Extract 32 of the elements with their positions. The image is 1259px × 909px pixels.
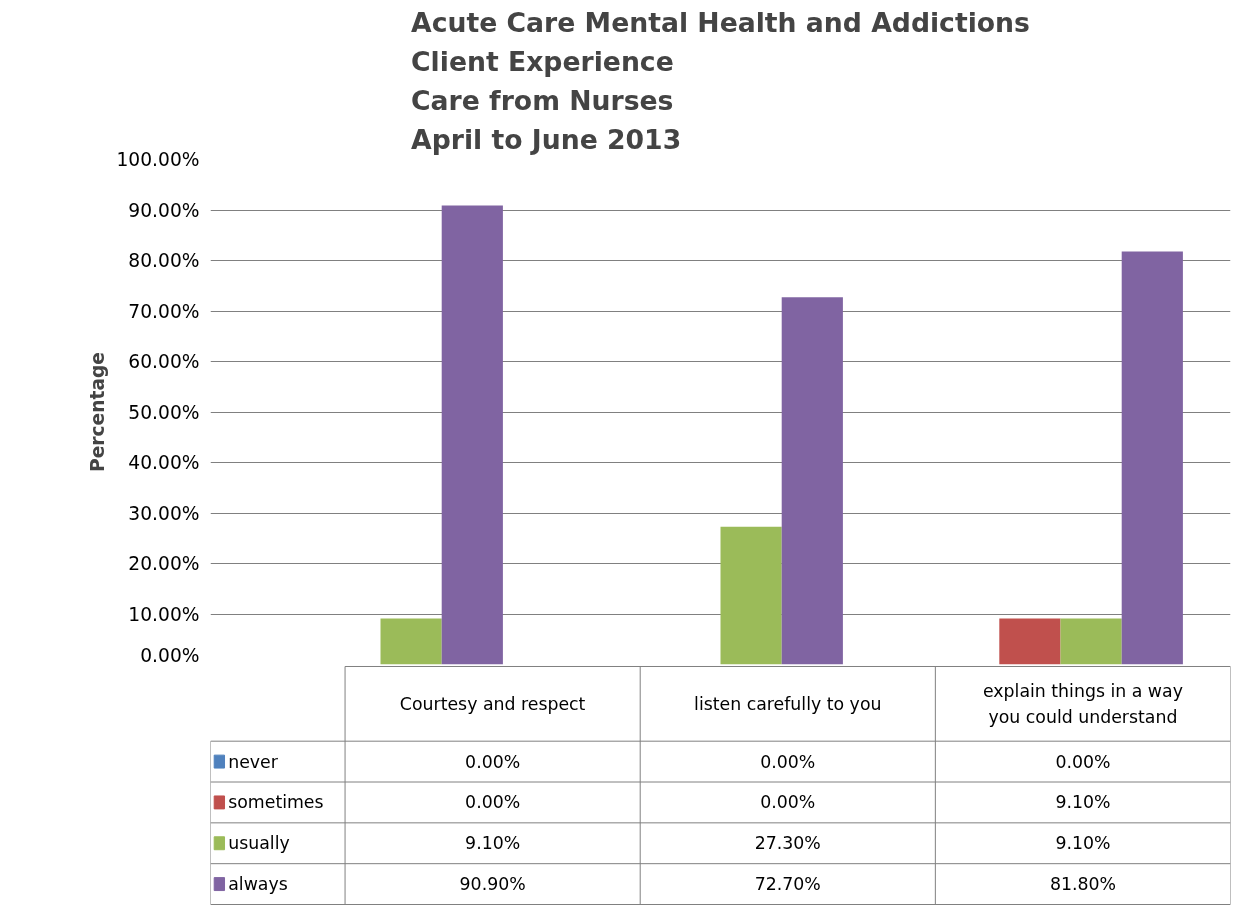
y-tick-label: 50.00% [128, 401, 200, 423]
y-axis-title: Percentage [87, 351, 109, 473]
data-label: 0.00% [465, 751, 521, 772]
x-tick-label: Courtesy and respect [399, 693, 586, 714]
y-tick-label: 10.00% [128, 603, 200, 625]
data-label: 81.80% [1049, 874, 1116, 895]
data-label: 9.10% [1055, 792, 1111, 813]
data-label: 9.10% [1055, 833, 1111, 854]
y-tick-label: 70.00% [128, 300, 200, 322]
y-tick-label: 80.00% [128, 250, 200, 271]
data-label: 72.70% [754, 874, 821, 895]
legend-label: never [228, 751, 279, 772]
data-label: 0.00% [465, 792, 521, 813]
chart-title: Acute Care Mental Health and Addictions Client Experience Care from Nurses April to June 2013 [411, 7, 1030, 155]
data-label: 0.00% [760, 751, 816, 772]
legend-label: always [228, 874, 288, 895]
legend-label: usually [228, 833, 290, 854]
y-tick-label: 90.00% [128, 199, 200, 221]
y-tick-label: 0.00% [140, 644, 200, 666]
data-label: 9.10% [465, 833, 521, 854]
y-tick-label: 30.00% [128, 502, 200, 524]
data-label: 0.00% [760, 792, 816, 813]
data-label: 0.00% [1055, 751, 1111, 772]
y-tick-label: 40.00% [128, 452, 200, 473]
data-label: 27.30% [754, 833, 821, 854]
legend-label: sometimes [228, 792, 324, 813]
y-tick-label: 60.00% [128, 351, 200, 372]
y-tick-label: 100.00% [116, 149, 200, 170]
x-tick-label: listen carefully to you [694, 693, 882, 714]
y-tick-label: 20.00% [128, 553, 200, 574]
data-label: 90.90% [459, 874, 526, 895]
x-tick-label: explain things in a way you could understand [982, 680, 1183, 727]
